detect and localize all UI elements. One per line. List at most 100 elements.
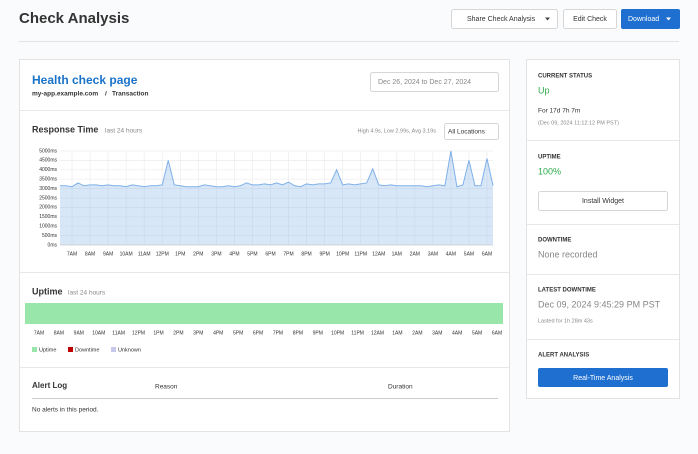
- x-tick-label: 11AM: [138, 251, 151, 257]
- section-label: ALERT ANALYSIS: [538, 353, 589, 359]
- area-fill: [60, 151, 493, 245]
- install-widget-button[interactable]: [538, 191, 668, 211]
- y-tick-label: 1000ms: [39, 224, 57, 230]
- caret: [666, 17, 671, 21]
- date-range[interactable]: Dec 26, 2024 to Dec 27, 2024: [378, 79, 471, 86]
- x-tick-label: 1PM: [153, 330, 163, 336]
- x-tick-label: 1AM: [392, 330, 402, 336]
- x-tick-label: 1PM: [175, 251, 185, 257]
- latest-downtime-lasted: Lasted for 1h 28m 43s: [538, 318, 593, 324]
- x-tick-label: 5PM: [233, 330, 243, 336]
- x-tick-label: 1AM: [392, 251, 402, 257]
- x-tick-label: 6PM: [265, 251, 275, 257]
- x-tick-label: 3PM: [211, 251, 221, 257]
- sidebar: [526, 59, 680, 399]
- legend-swatch: [111, 347, 116, 352]
- x-tick-label: 7PM: [273, 330, 283, 336]
- x-tick-label: 11PM: [351, 330, 364, 336]
- real-time-analysis-label[interactable]: Real-Time Analysis: [573, 375, 633, 382]
- x-tick-label: 9AM: [103, 251, 113, 257]
- real-time-analysis-button[interactable]: [538, 368, 668, 387]
- x-tick-label: 10AM: [120, 251, 133, 257]
- x-tick-label: 4AM: [452, 330, 462, 336]
- y-tick-label: 3000ms: [39, 186, 57, 192]
- empty-message: No alerts in this period.: [32, 407, 99, 414]
- y-tick-label: 0ms: [48, 242, 58, 248]
- section-label: LATEST DOWNTIME: [538, 288, 596, 294]
- status-duration: For 17d 7h 7m: [538, 108, 580, 115]
- chart-title: Response Time: [32, 124, 98, 134]
- legend-swatch: [68, 347, 73, 352]
- x-tick-label: 10AM: [92, 330, 105, 336]
- section-label: UPTIME: [538, 155, 561, 161]
- legend-label: Downtime: [75, 347, 99, 353]
- location-select[interactable]: [444, 123, 499, 140]
- x-tick-label: 5PM: [247, 251, 257, 257]
- chart-stats: High 4.9s, Low 2.99s, Avg 3.19s: [358, 128, 437, 134]
- x-tick-label: 7AM: [67, 251, 77, 257]
- x-tick-label: 10PM: [336, 251, 349, 257]
- x-tick-label: 2AM: [412, 330, 422, 336]
- x-tick-label: 2AM: [410, 251, 420, 257]
- x-tick-label: 9PM: [313, 330, 323, 336]
- x-tick-label: 8PM: [293, 330, 303, 336]
- uptime-value: 100%: [538, 166, 561, 176]
- host: my-app.example.com: [32, 91, 98, 98]
- y-tick-label: 4500ms: [39, 158, 57, 164]
- x-tick-label: 11AM: [112, 330, 125, 336]
- check-kind: Transaction: [112, 91, 149, 98]
- x-tick-label: 4AM: [446, 251, 456, 257]
- x-tick-label: 4PM: [229, 251, 239, 257]
- x-tick-label: 3PM: [193, 330, 203, 336]
- uptime-bar: [25, 303, 503, 324]
- x-tick-label: 8AM: [54, 330, 64, 336]
- y-tick-label: 2000ms: [39, 205, 57, 211]
- response-chart: 0ms 500ms 1000ms 1500ms 2000ms 2500ms 3000ms 35…: [39, 148, 494, 257]
- status-since: (Dec 09, 2024 11:12:12 PM PST): [538, 120, 619, 126]
- download-label[interactable]: Download: [628, 16, 659, 23]
- uptime-subtitle: last 24 hours: [68, 290, 106, 297]
- legend-label: Uptime: [39, 347, 56, 353]
- install-widget-label[interactable]: Install Widget: [582, 198, 624, 205]
- share-label[interactable]: Share Check Analysis: [467, 16, 536, 23]
- x-tick-label: 5AM: [472, 330, 482, 336]
- x-tick-label: 7PM: [283, 251, 293, 257]
- check-name[interactable]: Health check page: [32, 73, 138, 87]
- breadcrumb-separator: /: [105, 91, 107, 98]
- y-tick-label: 2500ms: [39, 195, 57, 201]
- date-picker[interactable]: [370, 72, 499, 92]
- x-tick-label: 12PM: [132, 330, 145, 336]
- x-tick-label: 6PM: [253, 330, 263, 336]
- section-label: CURRENT STATUS: [538, 74, 592, 80]
- x-tick-label: 3AM: [432, 330, 442, 336]
- x-tick-label: 6AM: [492, 330, 502, 336]
- column-header: Duration: [388, 384, 413, 391]
- status-value: Up: [538, 85, 550, 95]
- main-card: [19, 59, 510, 432]
- x-tick-label: 2PM: [193, 251, 203, 257]
- x-tick-label: 8AM: [85, 251, 95, 257]
- y-tick-label: 1500ms: [39, 214, 57, 220]
- x-tick-label: 2PM: [173, 330, 183, 336]
- x-tick-label: 7AM: [34, 330, 44, 336]
- y-tick-label: 3500ms: [39, 177, 57, 183]
- y-tick-label: 500ms: [42, 233, 58, 239]
- edit-label[interactable]: Edit Check: [573, 16, 607, 23]
- x-tick-label: 12PM: [156, 251, 169, 257]
- y-tick-label: 4000ms: [39, 167, 57, 173]
- location-label[interactable]: All Locations: [448, 129, 486, 136]
- alert-log-title: Alert Log: [32, 381, 67, 390]
- x-tick-label: 10PM: [331, 330, 344, 336]
- x-tick-label: 12AM: [372, 251, 385, 257]
- y-tick-label: 5000ms: [39, 148, 57, 154]
- edit-button[interactable]: [563, 9, 617, 29]
- legend-swatch: [32, 347, 37, 352]
- section-label: DOWNTIME: [538, 238, 571, 244]
- share-button[interactable]: [451, 9, 558, 29]
- x-tick-label: 8PM: [301, 251, 311, 257]
- page-title: Check Analysis: [19, 10, 129, 27]
- download-button[interactable]: [621, 9, 680, 29]
- downtime-value: None recorded: [538, 249, 598, 259]
- x-tick-label: 4PM: [213, 330, 223, 336]
